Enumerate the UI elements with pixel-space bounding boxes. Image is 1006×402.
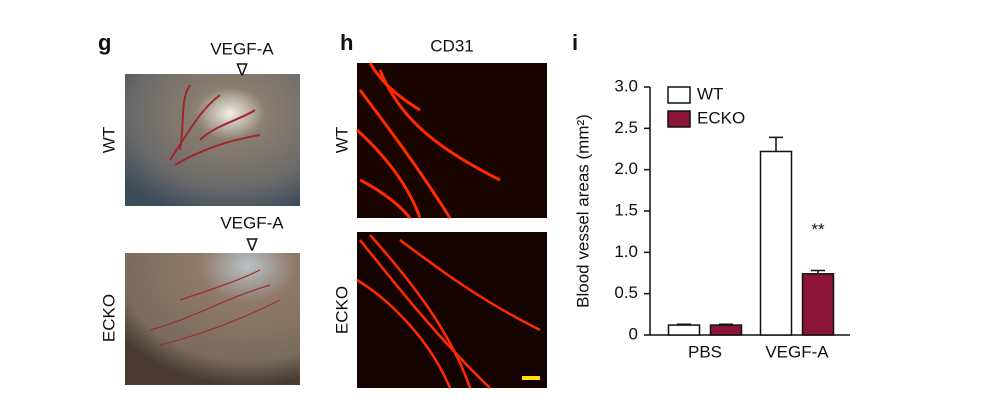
- panel-title: CD31: [430, 36, 473, 55]
- bar: [709, 324, 743, 336]
- bar: [759, 150, 793, 336]
- marker: VEGF-A: [220, 213, 284, 232]
- cd31-ecko: [357, 232, 547, 388]
- x-tick-label: VEGF-A: [765, 342, 829, 361]
- panel-label: g: [98, 30, 111, 55]
- y-tick-label: 0: [629, 324, 638, 343]
- panel-label: i: [572, 30, 578, 55]
- row-label: WT: [332, 127, 351, 153]
- y-tick-label: 0.5: [614, 283, 638, 302]
- x-tick-label: PBS: [688, 342, 722, 361]
- panel-label: h: [340, 30, 353, 55]
- y-tick-label: 2.0: [614, 159, 638, 178]
- legend-swatch: [667, 86, 691, 104]
- y-tick-label: 1.0: [614, 242, 638, 261]
- scale-bar: [522, 376, 540, 380]
- y-tick-label: 1.5: [614, 200, 638, 219]
- row-label: ECKO: [332, 286, 351, 334]
- vessels: [169, 84, 261, 166]
- y-axis-label: Blood vessel areas (mm²): [573, 114, 592, 308]
- row-label: WT: [99, 127, 118, 153]
- vessels: [356, 234, 541, 389]
- y-tick-label: 3.0: [614, 76, 638, 95]
- bar: [667, 324, 701, 336]
- vessels: [355, 62, 501, 219]
- vessels: [149, 269, 281, 346]
- bar: [801, 273, 835, 336]
- arrow: ∇: [245, 235, 258, 254]
- error-bar: [769, 136, 783, 152]
- row-label: ECKO: [99, 294, 118, 342]
- arrow: ∇: [235, 60, 248, 79]
- legend-label: WT: [697, 84, 723, 103]
- y-tick-label: 2.5: [614, 118, 638, 137]
- significance: **: [811, 220, 825, 239]
- photo-ecko: [125, 253, 300, 385]
- marker: VEGF-A: [210, 39, 274, 58]
- photo-wt: [125, 74, 300, 206]
- legend-swatch: [667, 110, 691, 128]
- legend-label: ECKO: [697, 108, 745, 127]
